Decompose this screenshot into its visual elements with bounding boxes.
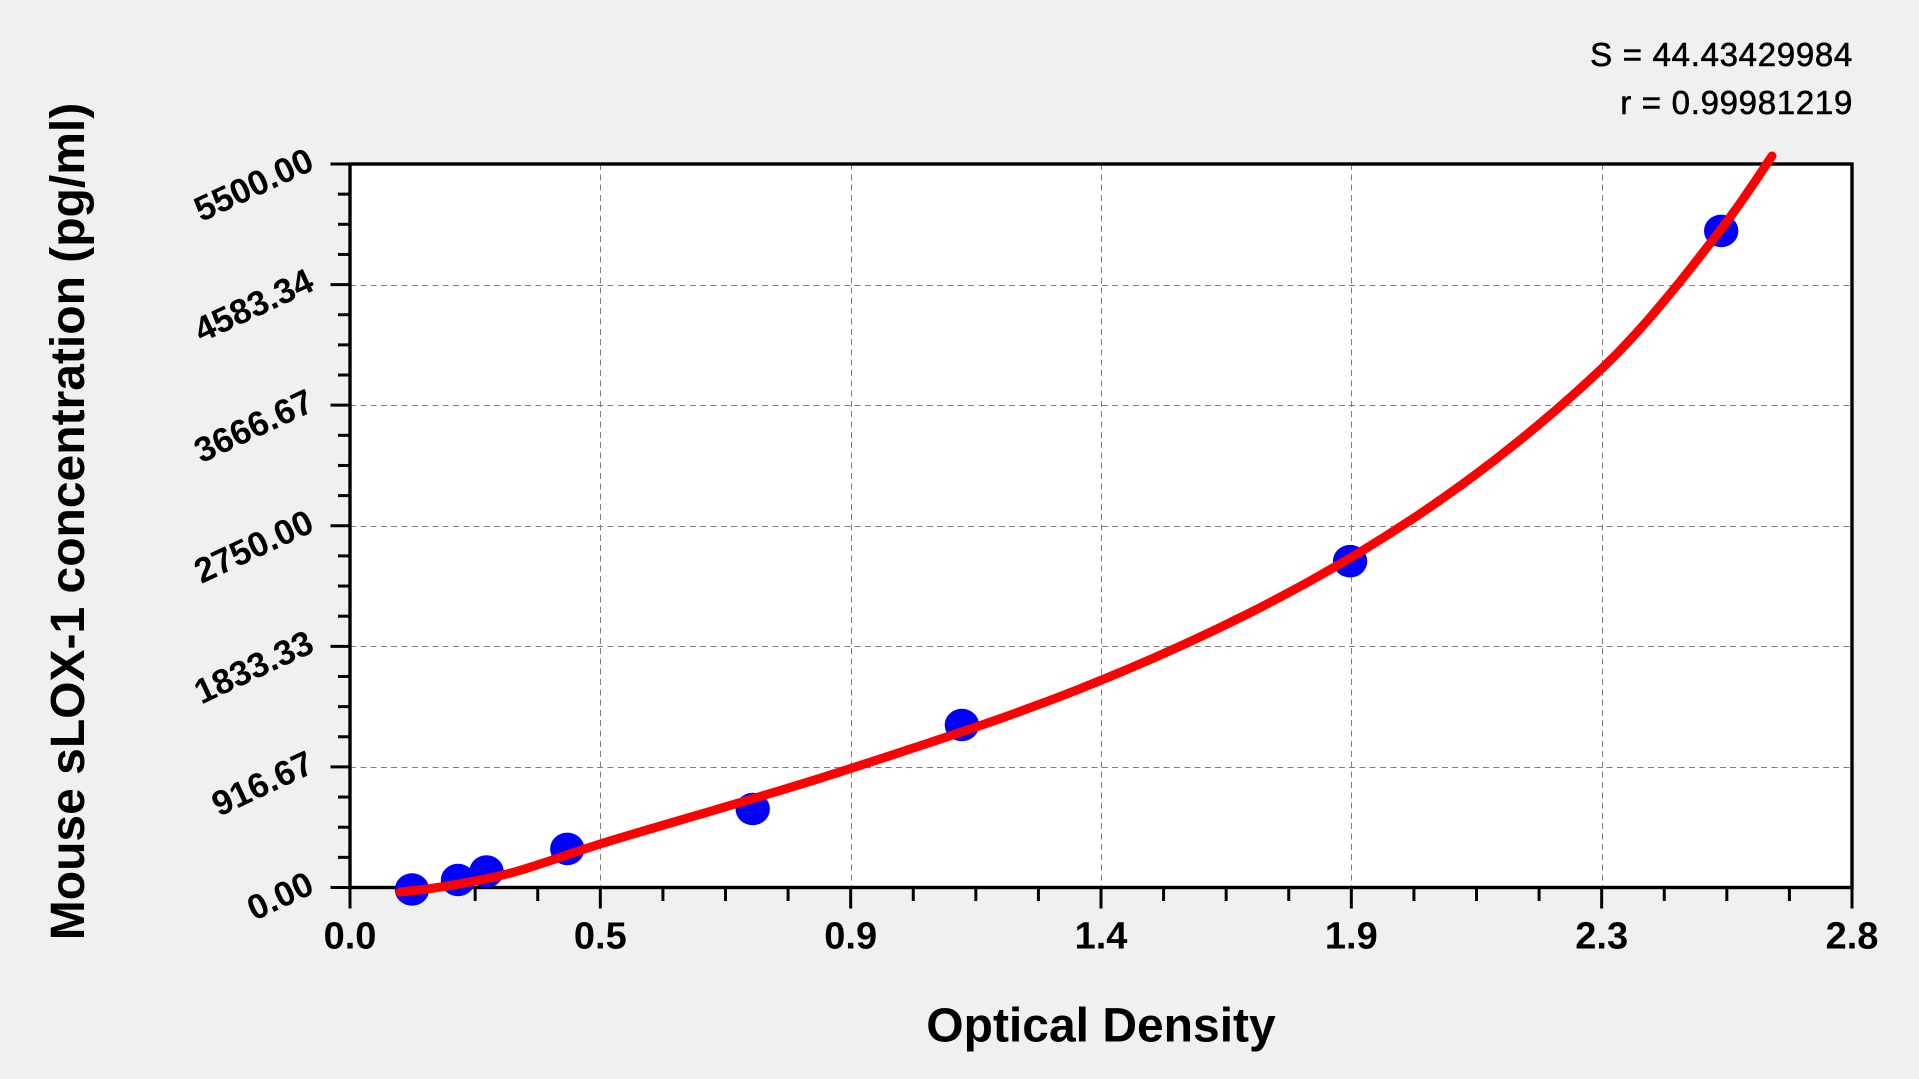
svg-text:S = 44.43429984: S = 44.43429984 — [1590, 36, 1853, 73]
svg-text:Mouse sLOX-1 concentration (pg: Mouse sLOX-1 concentration (pg/ml) — [42, 103, 95, 940]
svg-text:0.5: 0.5 — [574, 916, 627, 958]
svg-text:r = 0.99981219: r = 0.99981219 — [1620, 84, 1853, 121]
svg-text:2.8: 2.8 — [1826, 916, 1879, 958]
svg-text:0.0: 0.0 — [324, 916, 377, 958]
svg-text:1.4: 1.4 — [1075, 916, 1128, 958]
svg-text:2.3: 2.3 — [1575, 916, 1628, 958]
svg-text:1.9: 1.9 — [1325, 916, 1378, 958]
svg-text:Optical Density: Optical Density — [926, 1000, 1276, 1053]
svg-text:0.9: 0.9 — [824, 916, 877, 958]
